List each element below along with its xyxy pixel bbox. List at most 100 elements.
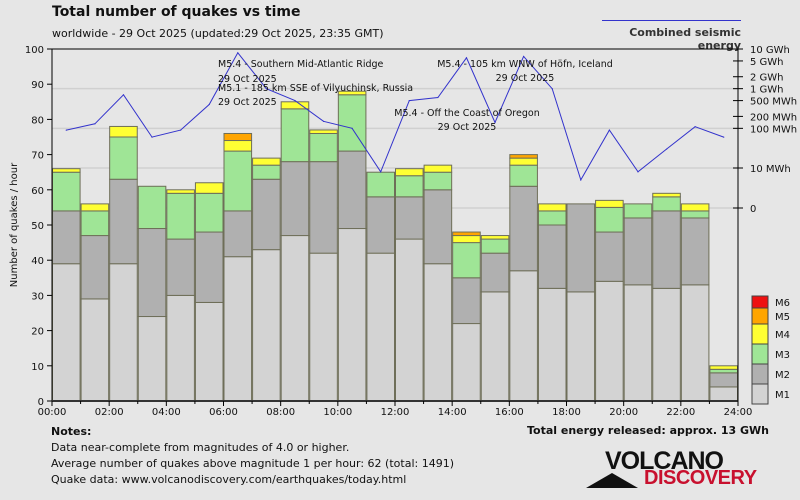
- energy-tick-label: 500 MWh: [750, 97, 797, 108]
- energy-line: [66, 51, 724, 182]
- bar-segment-m2: [109, 178, 138, 265]
- bar-segment-m1: [709, 386, 739, 402]
- legend-swatch-m2: [751, 363, 769, 385]
- legend-swatch-m4: [751, 323, 769, 345]
- bar-segment-m4: [109, 125, 138, 138]
- bar-segment-m1: [623, 284, 653, 402]
- bar-segment-m1: [194, 301, 224, 402]
- legend-label-m1: M1: [775, 390, 790, 401]
- legend-label-m6: M6: [775, 298, 790, 309]
- bar-segment-m1: [537, 287, 567, 402]
- energy-point: [723, 136, 725, 138]
- bar-segment-m3: [166, 192, 195, 240]
- energy-tick-label: 0: [750, 204, 756, 215]
- bar-segment-m3: [652, 196, 681, 212]
- bar-segment-m3: [223, 150, 253, 212]
- bar-segment-m4: [537, 203, 567, 212]
- x-tick-label: 22:00: [666, 407, 695, 418]
- energy-tick-label: 200 MWh: [750, 112, 797, 123]
- energy-point: [608, 129, 610, 131]
- bar-segment-m1: [680, 284, 710, 402]
- bar-segment-m1: [595, 280, 624, 402]
- annotation-label: M5.4 - Off the Coast of Oregon: [394, 108, 539, 119]
- energy-point: [580, 179, 582, 181]
- bar-segment-m3: [137, 185, 167, 230]
- bar-segment-m4: [252, 157, 281, 166]
- y-tick-label: 20: [31, 327, 44, 338]
- energy-point: [494, 121, 496, 124]
- bar-segment-m2: [194, 231, 224, 303]
- chart-title: Total number of quakes vs time: [52, 4, 301, 20]
- bar-segment-m1: [480, 291, 510, 402]
- bar-segment-m1: [452, 323, 481, 402]
- bar-segment-m4: [223, 140, 253, 152]
- bar-segment-m2: [652, 210, 681, 289]
- legend-label-m2: M2: [775, 370, 790, 381]
- legend-label-m3: M3: [775, 350, 790, 361]
- bar-segment-m2: [480, 252, 510, 293]
- bar-segment-m4: [509, 157, 538, 166]
- legend-swatch-m5: [751, 307, 769, 325]
- bar-segment-m2: [537, 224, 567, 289]
- bar-segment-m2: [566, 203, 596, 293]
- bar-segment-m4: [166, 189, 195, 194]
- bar-segment-m4: [52, 168, 81, 173]
- bar-segment-m1: [166, 294, 195, 402]
- bar-segment-m3: [537, 210, 567, 226]
- energy-point: [208, 103, 210, 106]
- x-tick-label: 02:00: [95, 407, 124, 418]
- y-tick-label: 10: [31, 362, 44, 373]
- bar-segment-m3: [423, 171, 453, 191]
- energy-tick-label: 2 GWh: [750, 73, 784, 84]
- bar-segment-m3: [366, 171, 395, 198]
- y-tick-label: 0: [38, 397, 44, 408]
- y-tick-label: 80: [31, 115, 44, 126]
- energy-point: [237, 52, 239, 54]
- annotation-date: 29 Oct 2025: [496, 73, 555, 84]
- legend-label-m5: M5: [775, 312, 790, 323]
- bar-segment-m3: [480, 238, 510, 254]
- bar-segment-m1: [652, 287, 681, 402]
- chart-subtitle: worldwide - 29 Oct 2025 (updated:29 Oct …: [52, 27, 384, 40]
- bar-segment-m1: [395, 238, 424, 402]
- bar-segment-m5: [509, 154, 538, 159]
- energy-point: [265, 88, 267, 90]
- x-tick-label: 00:00: [38, 407, 67, 418]
- x-tick-label: 10:00: [323, 407, 352, 418]
- bar-segment-m3: [52, 171, 81, 212]
- bar-segment-m1: [137, 316, 167, 402]
- energy-point: [322, 120, 325, 122]
- bar-segment-m2: [137, 228, 167, 318]
- x-tick-label: 08:00: [266, 407, 295, 418]
- bar-segment-m3: [280, 108, 310, 163]
- bar-segment-m4: [480, 235, 510, 240]
- legend-swatch-m1: [751, 383, 769, 405]
- energy-tick-label: 10 MWh: [750, 164, 791, 175]
- energy-tick-label: 100 MWh: [750, 124, 797, 135]
- bar-segment-m4: [423, 164, 453, 173]
- x-tick-label: 12:00: [381, 407, 410, 418]
- bar-segment-m1: [223, 256, 253, 402]
- logo-discovery-text: DISCOVERY: [644, 467, 757, 489]
- legend-swatch-m6: [751, 295, 769, 309]
- bar-segment-m2: [680, 217, 710, 286]
- bar-segment-m2: [709, 372, 739, 388]
- bar-segment-m2: [623, 217, 653, 286]
- bar-segment-m3: [595, 206, 624, 233]
- logo-volcano-text: VOLCANO: [605, 447, 724, 475]
- annotation-label: M5.4 - Southern Mid-Atlantic Ridge: [218, 59, 384, 70]
- bar-segment-m4: [194, 182, 224, 194]
- notes-line-1: Data near-complete from magnitudes of 4.…: [51, 441, 350, 454]
- total-energy: Total energy released: approx. 13 GWh: [527, 424, 769, 437]
- bar-segment-m5: [452, 231, 481, 237]
- y-tick-label: 100: [25, 45, 44, 56]
- y-tick-label: 90: [31, 80, 44, 91]
- energy-point: [294, 100, 296, 102]
- y-tick-label: 40: [31, 256, 44, 267]
- bar-segment-m1: [109, 263, 138, 402]
- bar-segment-m4: [309, 129, 338, 134]
- notes-line-3: Quake data: www.volcanodiscovery.com/ear…: [51, 473, 407, 486]
- bar-segment-m3: [509, 164, 538, 187]
- y-tick-label: 70: [31, 151, 44, 162]
- bar-segment-m2: [52, 210, 81, 265]
